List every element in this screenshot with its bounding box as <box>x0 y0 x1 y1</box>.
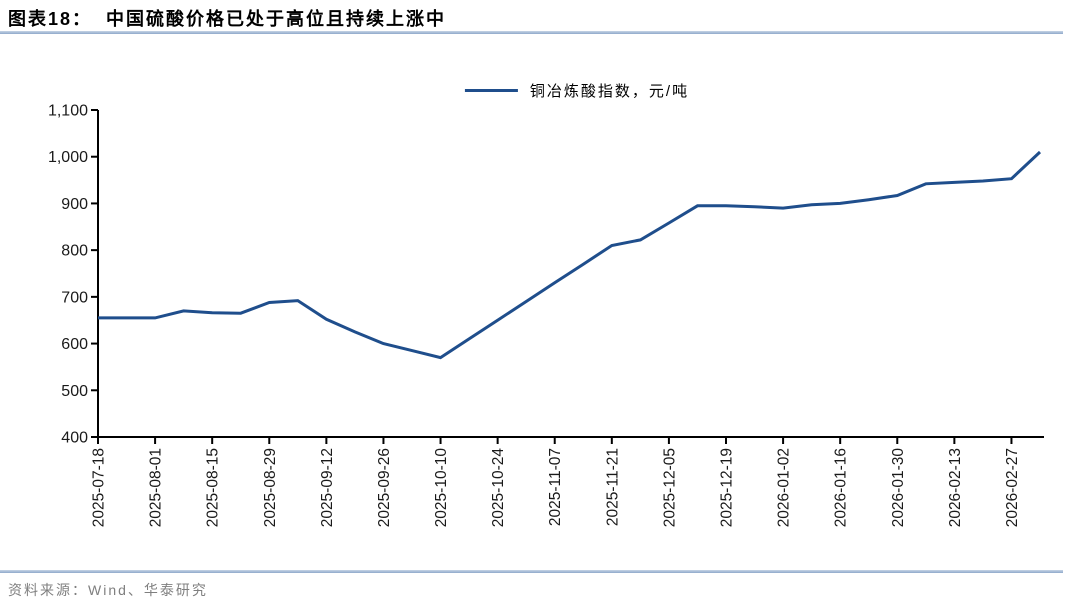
footer-divider <box>0 570 1063 573</box>
svg-text:2025-09-12: 2025-09-12 <box>319 448 336 527</box>
svg-text:2025-10-24: 2025-10-24 <box>490 448 507 528</box>
svg-text:2026-01-30: 2026-01-30 <box>890 448 907 528</box>
svg-text:800: 800 <box>61 243 88 260</box>
title-divider <box>0 31 1063 34</box>
svg-text:2025-08-29: 2025-08-29 <box>262 448 279 527</box>
svg-text:2025-08-01: 2025-08-01 <box>148 448 165 527</box>
svg-text:2025-12-19: 2025-12-19 <box>719 448 736 527</box>
svg-text:2026-02-27: 2026-02-27 <box>1004 448 1021 527</box>
svg-text:2026-01-16: 2026-01-16 <box>833 448 850 527</box>
svg-text:2025-09-26: 2025-09-26 <box>376 448 393 527</box>
svg-text:2026-01-02: 2026-01-02 <box>776 448 793 527</box>
svg-text:2025-11-21: 2025-11-21 <box>604 448 621 526</box>
svg-text:2025-07-18: 2025-07-18 <box>91 448 108 527</box>
svg-text:700: 700 <box>61 289 88 306</box>
svg-text:2025-11-07: 2025-11-07 <box>547 448 564 526</box>
svg-text:2025-12-05: 2025-12-05 <box>661 448 678 527</box>
svg-text:600: 600 <box>61 336 88 353</box>
svg-text:2026-02-13: 2026-02-13 <box>947 448 964 527</box>
svg-text:1,000: 1,000 <box>48 149 88 166</box>
figure-title: 图表18： 中国硫酸价格已处于高位且持续上涨中 <box>8 9 447 29</box>
svg-text:400: 400 <box>61 430 88 447</box>
svg-text:1,100: 1,100 <box>48 103 88 120</box>
legend-line-icon <box>464 89 518 92</box>
source-text: 资料来源：Wind、华泰研究 <box>8 582 208 598</box>
svg-text:900: 900 <box>61 196 88 213</box>
svg-text:500: 500 <box>61 383 88 400</box>
svg-text:2025-10-10: 2025-10-10 <box>433 448 450 528</box>
legend: 铜冶炼酸指数，元/吨 <box>464 80 690 101</box>
legend-label: 铜冶炼酸指数，元/吨 <box>529 83 690 100</box>
svg-text:2025-08-15: 2025-08-15 <box>205 448 222 527</box>
